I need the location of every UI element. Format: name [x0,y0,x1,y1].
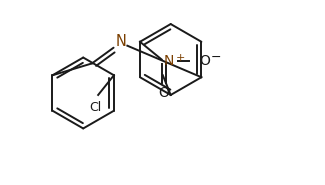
Text: Cl: Cl [89,101,101,114]
Text: N: N [116,34,127,49]
Text: +: + [176,53,185,63]
Text: O: O [158,86,169,100]
Text: O: O [199,54,210,68]
Text: −: − [211,51,221,64]
Text: N: N [163,54,174,68]
